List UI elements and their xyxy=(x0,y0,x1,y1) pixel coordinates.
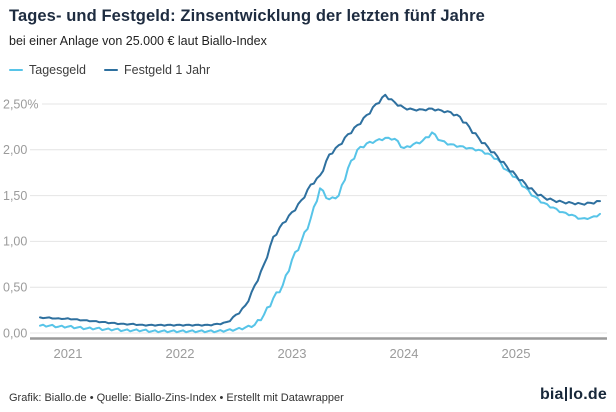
biallo-logo-bar-icon xyxy=(565,387,568,401)
festgeld-line[interactable] xyxy=(39,93,601,327)
y-tick-label-2-00: 2,00 xyxy=(3,143,27,157)
x-tick-label-2023: 2023 xyxy=(278,346,307,361)
legend-item-tagesgeld[interactable]: Tagesgeld xyxy=(9,63,86,77)
legend-label-festgeld: Festgeld 1 Jahr xyxy=(124,63,211,77)
legend-item-festgeld[interactable]: Festgeld 1 Jahr xyxy=(104,63,210,77)
x-tick-label-2021: 2021 xyxy=(54,346,83,361)
x-tick-label-2025: 2025 xyxy=(502,346,531,361)
chart-legend: Tagesgeld Festgeld 1 Jahr xyxy=(9,63,210,77)
x-tick-label-2024: 2024 xyxy=(390,346,419,361)
biallo-logo-part2: lo.de xyxy=(568,386,607,403)
legend-label-tagesgeld: Tagesgeld xyxy=(29,63,86,77)
chart-header: Tages- und Festgeld: Zinsentwicklung der… xyxy=(9,6,609,50)
y-tick-label-1-00: 1,00 xyxy=(3,235,27,249)
chart-footer: Grafik: Biallo.de • Quelle: Biallo-Zins-… xyxy=(0,386,616,404)
chart-subtitle: bei einer Anlage von 25.000 € laut Biall… xyxy=(9,34,267,49)
biallo-logo: bia lo.de xyxy=(540,386,607,404)
y-tick-label-1-50: 1,50 xyxy=(3,189,27,203)
footer-credit: Grafik: Biallo.de • Quelle: Biallo-Zins-… xyxy=(9,392,344,404)
biallo-logo-part1: bia xyxy=(539,386,564,403)
festgeld-line-swatch-icon xyxy=(104,68,118,72)
x-tick-label-2022: 2022 xyxy=(166,346,195,361)
y-tick-label-0-00: 0,00 xyxy=(3,326,27,340)
tagesgeld-line[interactable] xyxy=(39,131,601,334)
chart-title: Tages- und Festgeld: Zinsentwicklung der… xyxy=(9,7,485,25)
y-tick-label-0-50: 0,50 xyxy=(3,280,27,294)
y-tick-label-2-50: 2,50% xyxy=(3,97,38,111)
tagesgeld-line-swatch-icon xyxy=(9,68,23,72)
